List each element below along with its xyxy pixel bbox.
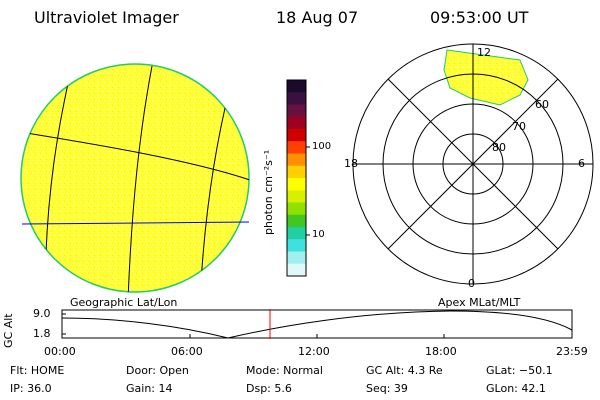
altitude-xtick: 12:00 (298, 345, 330, 358)
colorbar-segment (287, 178, 306, 191)
apex-label: Apex MLat/MLT (438, 296, 521, 309)
colorbar-segment (287, 153, 306, 167)
earth-disk (20, 63, 250, 293)
colorbar-tick-10: 10 (312, 229, 325, 240)
colorbar-segment (287, 80, 306, 93)
colorbar-segment (287, 92, 306, 105)
mlt-label-0: 0 (468, 277, 475, 290)
info-flt: Flt: HOME (10, 364, 65, 377)
mlat-label-60: 60 (535, 98, 549, 111)
longitude-line (127, 65, 153, 292)
mlt-label-12: 12 (477, 46, 491, 59)
info-ip: IP: 36.0 (10, 382, 52, 395)
altitude-xtick: 06:00 (171, 345, 203, 358)
altitude-ytick-high: 9.0 (33, 307, 51, 320)
colorbar (286, 79, 310, 277)
colorbar-segment (287, 263, 306, 277)
disk-limb (20, 63, 250, 293)
colorbar-segment (287, 227, 306, 240)
time-label: 09:53:00 UT (430, 8, 529, 27)
latitude-line (21, 131, 249, 181)
meridian-line (387, 78, 559, 250)
info-gain: Gain: 14 (126, 382, 173, 395)
colorbar-segment (287, 214, 306, 228)
colorbar-segment (287, 141, 306, 154)
colorbar-tick-100: 100 (312, 141, 332, 152)
altitude-ytick-low: 1.8 (33, 327, 51, 340)
altitude-plot-frame (61, 309, 573, 339)
equator-line (21, 221, 250, 225)
mlt-label-18: 18 (344, 157, 358, 170)
geographic-label: Geographic Lat/Lon (70, 296, 178, 309)
colorbar-segment (287, 239, 306, 252)
colorbar-segment (287, 165, 306, 179)
altitude-curve (61, 310, 573, 339)
altitude-ylabel: GC Alt (2, 313, 15, 348)
altitude-xtick: 23:59 (556, 345, 588, 358)
colorbar-segment (287, 129, 306, 142)
info-glat: GLat: −50.1 (486, 364, 553, 377)
auroral-region (443, 49, 529, 106)
mlat-label-80: 80 (492, 141, 506, 154)
colorbar-frame (286, 79, 307, 277)
colorbar-segment (287, 251, 306, 265)
colorbar-unit-label: photon cm⁻²s⁻¹ (262, 149, 275, 235)
mlat-label-70: 70 (512, 120, 526, 133)
mlt-label-6: 6 (578, 157, 585, 170)
colorbar-segment (287, 202, 306, 216)
polar-plot (352, 43, 594, 285)
colorbar-segment (287, 104, 306, 118)
altitude-xtick: 18:00 (425, 345, 457, 358)
colorbar-segment (287, 116, 306, 130)
info-dsp: Dsp: 5.6 (246, 382, 292, 395)
info-gc-alt: GC Alt: 4.3 Re (366, 364, 443, 377)
info-door: Door: Open (126, 364, 189, 377)
altitude-plot (61, 309, 573, 339)
instrument-title: Ultraviolet Imager (34, 8, 179, 27)
info-glon: GLon: 42.1 (486, 382, 546, 395)
colorbar-segment (287, 190, 306, 203)
date-label: 18 Aug 07 (276, 8, 359, 27)
info-mode: Mode: Normal (246, 364, 323, 377)
altitude-xtick: 00:00 (44, 345, 76, 358)
info-seq: Seq: 39 (366, 382, 408, 395)
